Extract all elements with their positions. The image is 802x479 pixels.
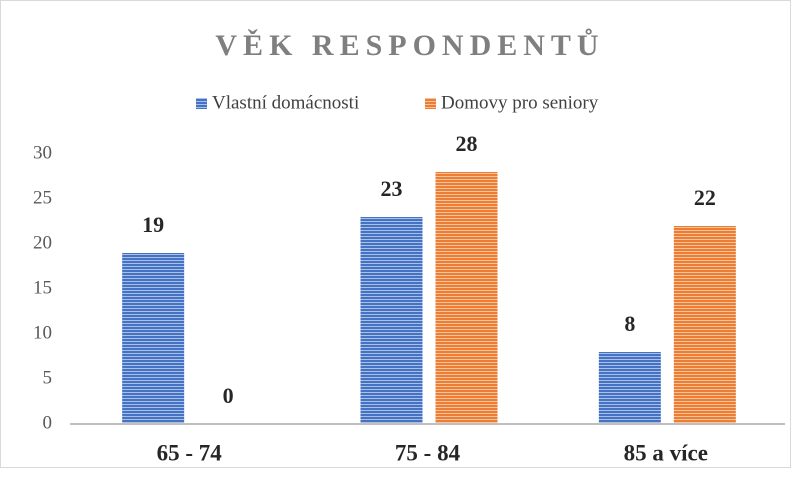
bar [360,217,423,424]
y-tick-label: 30 [33,142,52,163]
bar [435,172,498,424]
y-tick-label: 15 [33,277,52,298]
legend-swatch [196,98,207,109]
x-tick-label: 65 - 74 [157,440,223,465]
data-label: 22 [694,185,716,210]
legend-label: Domovy pro seniory [441,92,599,113]
legend-label: Vlastní domácnosti [212,92,359,113]
y-tick-label: 25 [33,187,52,208]
data-label: 8 [624,311,635,336]
x-tick-label: 75 - 84 [395,440,461,465]
bar [122,253,185,424]
legend-swatch [425,98,436,109]
data-label: 19 [142,212,164,237]
bar [673,226,736,424]
chart-title: VĚK RESPONDENTŮ [215,28,604,62]
chart-border [0,0,791,468]
bar [598,352,661,424]
y-tick-label: 20 [33,232,52,253]
y-tick-label: 10 [33,322,52,343]
y-tick-label: 5 [43,367,53,388]
data-label: 23 [381,176,403,201]
x-tick-label: 85 a více [624,440,708,465]
y-tick-label: 0 [43,412,53,433]
data-label: 0 [223,383,234,408]
data-label: 28 [456,131,478,156]
